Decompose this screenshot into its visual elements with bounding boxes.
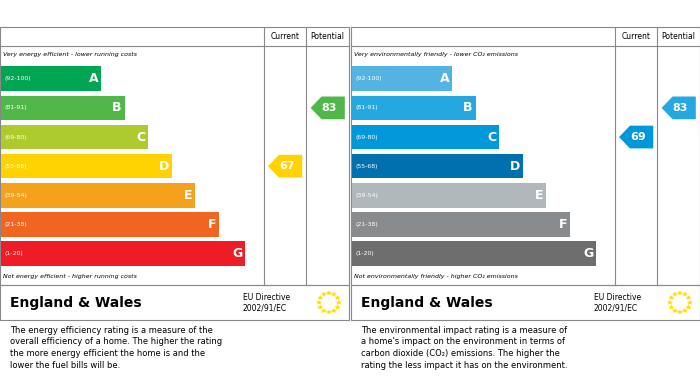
Text: (92-100): (92-100) bbox=[355, 76, 382, 81]
Polygon shape bbox=[667, 300, 673, 305]
Text: Environmental Impact (CO₂) Rating: Environmental Impact (CO₂) Rating bbox=[358, 7, 590, 20]
Text: England & Wales: England & Wales bbox=[10, 296, 142, 310]
Polygon shape bbox=[326, 290, 332, 295]
Text: Energy Efficiency Rating: Energy Efficiency Rating bbox=[7, 7, 169, 20]
Text: Current: Current bbox=[271, 32, 300, 41]
Bar bbox=[352, 154, 523, 178]
Text: D: D bbox=[510, 160, 520, 173]
Bar bbox=[1, 96, 125, 120]
Bar bbox=[1, 125, 148, 149]
Text: (81-91): (81-91) bbox=[4, 106, 27, 110]
Polygon shape bbox=[619, 126, 653, 149]
Text: Very energy efficient - lower running costs: Very energy efficient - lower running co… bbox=[3, 52, 136, 57]
Polygon shape bbox=[321, 292, 327, 296]
Text: Very environmentally friendly - lower CO₂ emissions: Very environmentally friendly - lower CO… bbox=[354, 52, 518, 57]
Text: B: B bbox=[463, 101, 473, 115]
Text: 67: 67 bbox=[279, 161, 295, 171]
Bar bbox=[352, 183, 546, 208]
Text: A: A bbox=[89, 72, 98, 85]
Polygon shape bbox=[321, 308, 327, 313]
Text: (39-54): (39-54) bbox=[355, 193, 378, 198]
Bar bbox=[1, 183, 195, 208]
Bar bbox=[1, 154, 172, 178]
Polygon shape bbox=[682, 292, 688, 296]
Bar bbox=[1, 66, 101, 91]
Bar bbox=[352, 212, 570, 237]
Text: EU Directive: EU Directive bbox=[243, 293, 290, 302]
Polygon shape bbox=[335, 295, 341, 300]
Text: The environmental impact rating is a measure of
a home's impact on the environme: The environmental impact rating is a mea… bbox=[361, 326, 568, 370]
Text: 2002/91/EC: 2002/91/EC bbox=[243, 303, 287, 312]
Polygon shape bbox=[331, 308, 337, 313]
Polygon shape bbox=[672, 292, 678, 296]
Text: (69-80): (69-80) bbox=[355, 135, 378, 140]
Text: A: A bbox=[440, 72, 449, 85]
Polygon shape bbox=[268, 155, 302, 178]
Text: (1-20): (1-20) bbox=[355, 251, 374, 256]
Text: F: F bbox=[208, 218, 216, 231]
Text: 83: 83 bbox=[673, 103, 688, 113]
Polygon shape bbox=[685, 305, 692, 309]
Text: Not environmentally friendly - higher CO₂ emissions: Not environmentally friendly - higher CO… bbox=[354, 274, 518, 279]
Text: (69-80): (69-80) bbox=[4, 135, 27, 140]
Text: F: F bbox=[559, 218, 567, 231]
Bar bbox=[1, 212, 219, 237]
Text: Not energy efficient - higher running costs: Not energy efficient - higher running co… bbox=[3, 274, 136, 279]
Polygon shape bbox=[331, 292, 337, 296]
Text: C: C bbox=[136, 131, 146, 143]
Text: EU Directive: EU Directive bbox=[594, 293, 641, 302]
Polygon shape bbox=[668, 305, 675, 309]
Polygon shape bbox=[317, 295, 323, 300]
Text: (39-54): (39-54) bbox=[4, 193, 27, 198]
Text: Current: Current bbox=[622, 32, 650, 41]
Text: C: C bbox=[487, 131, 496, 143]
Bar bbox=[1, 241, 245, 266]
Text: 69: 69 bbox=[630, 132, 645, 142]
Text: E: E bbox=[535, 189, 544, 202]
Polygon shape bbox=[662, 97, 696, 119]
Polygon shape bbox=[326, 309, 332, 314]
Polygon shape bbox=[682, 308, 688, 313]
Polygon shape bbox=[316, 300, 322, 305]
Polygon shape bbox=[687, 300, 693, 305]
Text: (21-38): (21-38) bbox=[355, 222, 378, 227]
Text: G: G bbox=[583, 247, 594, 260]
Polygon shape bbox=[335, 305, 341, 309]
Text: Potential: Potential bbox=[311, 32, 344, 41]
Polygon shape bbox=[668, 295, 675, 300]
Polygon shape bbox=[677, 309, 683, 314]
Text: D: D bbox=[159, 160, 169, 173]
Text: (55-68): (55-68) bbox=[4, 164, 27, 169]
Bar bbox=[352, 241, 596, 266]
Bar bbox=[352, 125, 499, 149]
Text: (21-38): (21-38) bbox=[4, 222, 27, 227]
Polygon shape bbox=[677, 290, 683, 295]
Text: Potential: Potential bbox=[662, 32, 696, 41]
Text: (55-68): (55-68) bbox=[355, 164, 378, 169]
Text: The energy efficiency rating is a measure of the
overall efficiency of a home. T: The energy efficiency rating is a measur… bbox=[10, 326, 223, 370]
Polygon shape bbox=[672, 308, 678, 313]
Text: E: E bbox=[184, 189, 192, 202]
Text: (92-100): (92-100) bbox=[4, 76, 31, 81]
Polygon shape bbox=[311, 97, 345, 119]
Polygon shape bbox=[685, 295, 692, 300]
Text: 83: 83 bbox=[322, 103, 337, 113]
Polygon shape bbox=[317, 305, 323, 309]
Text: 2002/91/EC: 2002/91/EC bbox=[594, 303, 638, 312]
Text: B: B bbox=[112, 101, 122, 115]
Text: England & Wales: England & Wales bbox=[361, 296, 493, 310]
Polygon shape bbox=[336, 300, 342, 305]
Bar bbox=[352, 96, 475, 120]
Text: (81-91): (81-91) bbox=[355, 106, 378, 110]
Bar bbox=[352, 66, 452, 91]
Text: G: G bbox=[232, 247, 242, 260]
Text: (1-20): (1-20) bbox=[4, 251, 23, 256]
